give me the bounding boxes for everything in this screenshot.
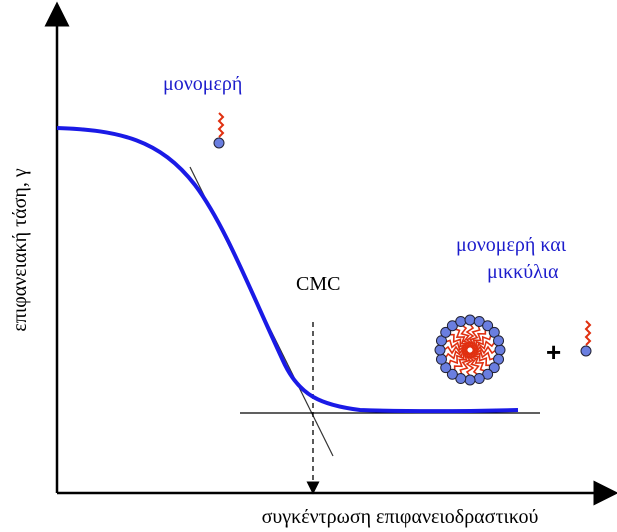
cmc-label: CMC: [296, 273, 340, 295]
micelles-label: μικκύλια: [487, 261, 559, 283]
tail: [584, 320, 592, 346]
head: [488, 362, 500, 374]
x-axis-label: συγκέντρωση επιφανειοδραστικού: [262, 506, 539, 528]
monomers-label: μονομερή: [163, 73, 242, 95]
head: [580, 345, 592, 357]
head: [482, 320, 494, 332]
head: [434, 344, 446, 356]
plus-sign: +: [546, 337, 561, 367]
micelle: [434, 314, 506, 386]
monomers-and-label: μονομερή και: [456, 234, 567, 256]
head: [494, 344, 506, 356]
monomer-icon: [213, 112, 225, 149]
head: [464, 314, 476, 326]
head: [455, 315, 467, 327]
tail: [470, 340, 496, 353]
curve: [56, 126, 519, 414]
head: [473, 373, 485, 385]
tail: [217, 112, 225, 138]
head: [440, 326, 452, 338]
head: [464, 374, 476, 386]
head: [213, 137, 225, 149]
head: [446, 368, 458, 380]
head: [493, 335, 505, 347]
monomer-icon: [580, 320, 592, 357]
head: [435, 353, 447, 365]
y-axis-label: επιφανειακή τάση, γ: [9, 168, 31, 331]
